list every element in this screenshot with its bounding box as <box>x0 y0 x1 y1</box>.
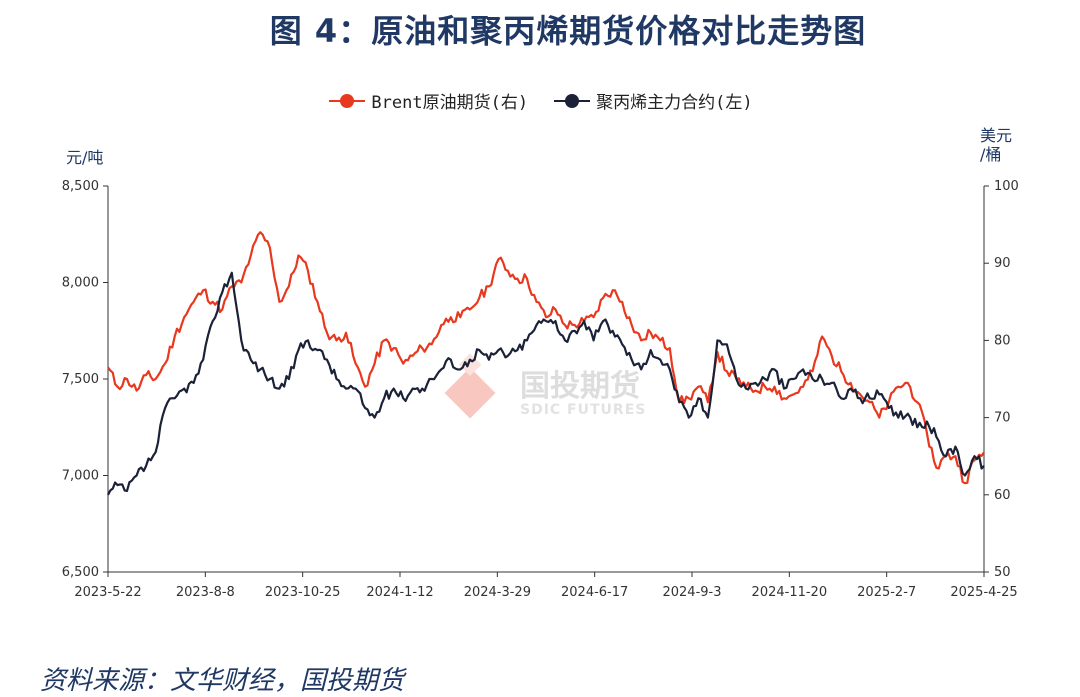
axes: 8,500 8,000 7,500 7,000 6,500 100 90 80 70 60 50 20… <box>62 179 1019 600</box>
legend-item-pp: 聚丙烯主力合约(左) <box>552 88 753 113</box>
series-lines <box>107 231 985 496</box>
x-tick-label: 2024-1-12 <box>366 585 433 600</box>
x-tick-label: 2023-10-25 <box>265 585 341 600</box>
legend-label-brent: Brent原油期货(右) <box>371 93 529 113</box>
right-tick-label: 60 <box>994 488 1011 503</box>
chart-title: 图 4：原油和聚丙烯期货价格对比走势图 <box>269 12 867 50</box>
series-line-pp <box>107 271 985 496</box>
legend: Brent原油期货(右) 聚丙烯主力合约(左) <box>0 88 1080 113</box>
x-tick-label: 2024-9-3 <box>662 585 721 600</box>
x-tick-label: 2025-2-7 <box>857 585 916 600</box>
legend-marker-pp <box>554 93 591 108</box>
watermark-logo-icon <box>444 353 496 419</box>
x-tick-label: 2024-11-20 <box>752 585 828 600</box>
x-tick-label: 2024-3-29 <box>464 585 531 600</box>
left-tick-label: 6,500 <box>62 565 99 580</box>
x-tick-label: 2025-4-25 <box>950 585 1017 600</box>
right-tick-label: 70 <box>994 411 1011 426</box>
watermark-text-cn: 国投期货 <box>520 369 640 404</box>
legend-item-brent: Brent原油期货(右) <box>327 88 528 113</box>
left-tick-label: 7,000 <box>62 469 99 484</box>
right-tick-label: 100 <box>994 179 1019 194</box>
x-tick-label: 2023-5-22 <box>74 585 141 600</box>
right-axis-unit-line2: /桶 <box>980 145 1002 164</box>
left-tick-label: 8,000 <box>62 276 99 291</box>
left-tick-label: 8,500 <box>62 179 99 194</box>
watermark-text-en: SDIC FUTURES <box>520 402 646 418</box>
x-tick-label: 2023-8-8 <box>176 585 235 600</box>
right-tick-label: 50 <box>994 565 1011 580</box>
legend-label-pp: 聚丙烯主力合约(左) <box>596 93 753 113</box>
series-line-brent <box>107 231 985 485</box>
left-axis-unit: 元/吨 <box>66 148 104 167</box>
left-tick-label: 7,500 <box>62 372 99 387</box>
right-axis-unit-line1: 美元 <box>980 126 1013 145</box>
right-tick-label: 90 <box>994 256 1011 271</box>
right-tick-label: 80 <box>994 333 1011 348</box>
legend-marker-brent <box>329 93 366 108</box>
source-note: 资料来源：文华财经，国投期货 <box>40 666 405 696</box>
right-axis-unit: 美元 /桶 <box>980 126 1012 164</box>
x-tick-label: 2024-6-17 <box>561 585 628 600</box>
